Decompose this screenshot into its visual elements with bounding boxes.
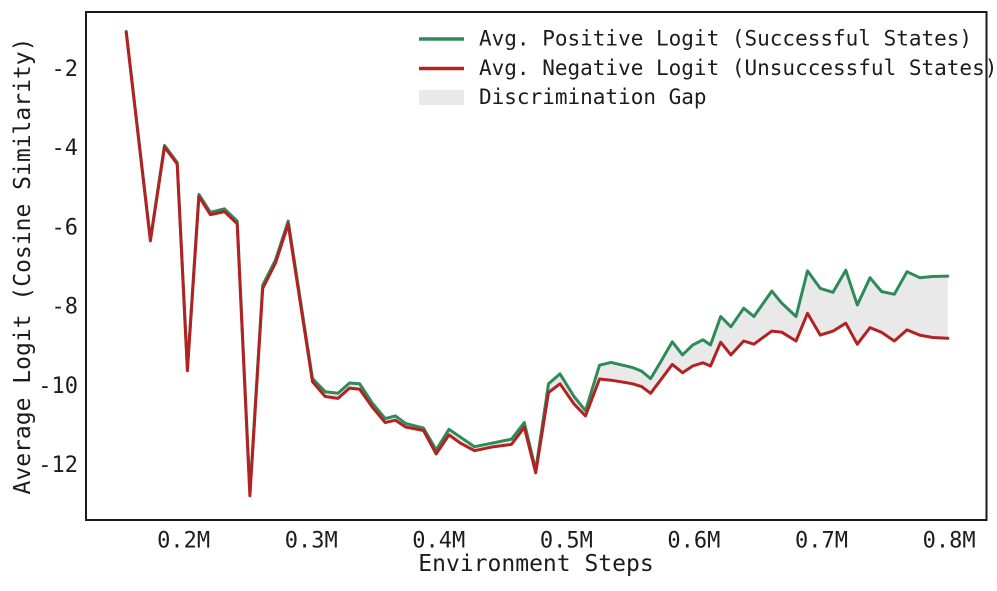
x-tick-label: 0.2M [157,528,210,553]
legend: Avg. Positive Logit (Successful States) … [419,27,997,109]
y-tick-label: -4 [52,136,79,161]
y-tick-label: -6 [52,215,79,240]
x-tick-label: 0.8M [923,528,976,553]
legend-label-positive: Avg. Positive Logit (Successful States) [479,27,972,51]
x-tick-label: 0.7M [795,528,848,553]
legend-label-negative: Avg. Negative Logit (Unsuccessful States… [479,56,997,80]
negative-logit-line [124,30,950,498]
legend-swatch-gap-patch [419,90,464,105]
x-tick-label: 0.4M [412,528,465,553]
x-axis-label: Environment Steps [418,551,653,577]
x-tick-label: 0.3M [285,528,338,553]
y-tick-label: -10 [38,374,78,399]
y-axis-label: Average Logit (Cosine Similarity) [10,38,36,495]
x-tick-label: 0.5M [540,528,593,553]
series-layer [124,29,950,498]
y-tick-labels: -2 -4 -6 -8 -10 -12 [38,57,78,478]
legend-label-gap: Discrimination Gap [479,85,707,109]
x-tick-labels: 0.2M 0.3M 0.4M 0.5M 0.6M 0.7M 0.8M [157,528,975,553]
plot-border [85,11,988,521]
x-tick-label: 0.6M [667,528,720,553]
y-tick-label: -12 [38,453,78,478]
y-tick-label: -8 [52,295,79,320]
y-tick-label: -2 [52,57,79,82]
